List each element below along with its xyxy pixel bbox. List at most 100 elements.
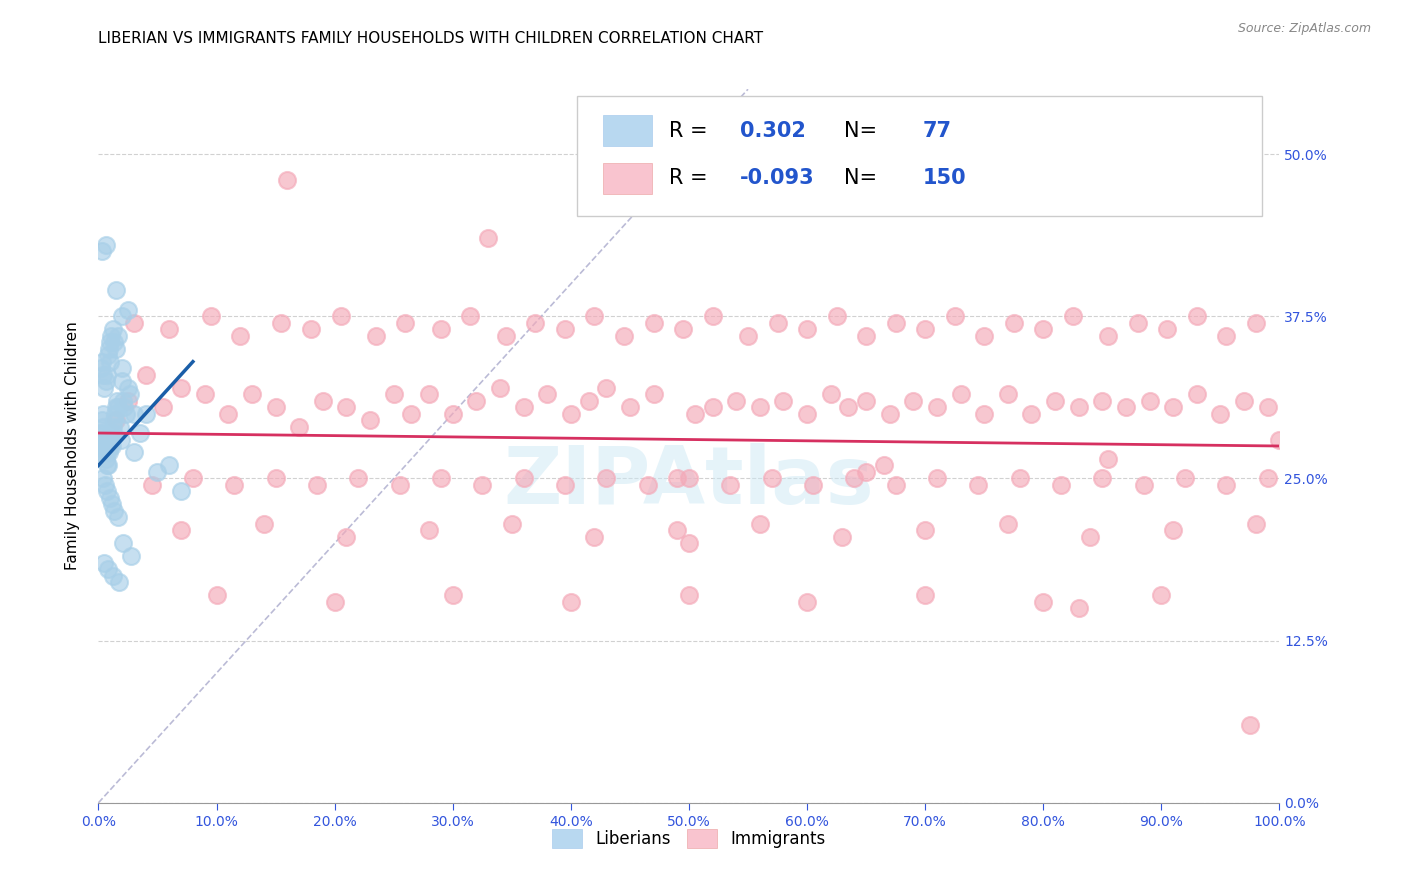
Point (772, 393, 794, 408)
Point (441, 407, 464, 421)
Point (101, 419, 124, 434)
Point (884, 478, 907, 492)
Point (103, 568, 125, 582)
Point (1239, 718, 1261, 732)
Point (418, 524, 440, 538)
Point (91, 413, 114, 427)
Point (925, 400, 948, 414)
Point (903, 393, 925, 408)
Point (495, 328, 517, 343)
Point (100, 433, 122, 447)
Point (855, 465, 877, 479)
Point (1032, 595, 1054, 609)
Point (382, 387, 405, 401)
Point (796, 322, 818, 336)
Point (796, 595, 818, 609)
Point (97, 458, 120, 473)
Point (97, 562, 120, 576)
Point (801, 478, 824, 492)
Point (98, 335, 121, 350)
Point (107, 510, 129, 524)
Point (91, 407, 114, 421)
FancyBboxPatch shape (603, 115, 652, 146)
Point (122, 407, 145, 421)
Point (1067, 400, 1090, 414)
Point (637, 478, 659, 492)
Point (1185, 387, 1208, 401)
Point (831, 530, 853, 544)
Point (170, 524, 193, 538)
Point (820, 387, 842, 401)
Point (111, 361, 134, 376)
Point (200, 310, 222, 324)
Point (90, 433, 112, 447)
Point (105, 393, 128, 408)
Point (501, 516, 523, 531)
Point (128, 425, 150, 440)
Point (471, 478, 494, 492)
Point (264, 400, 287, 414)
Point (111, 374, 134, 388)
Point (1244, 316, 1267, 330)
Point (725, 393, 748, 408)
Point (512, 471, 534, 485)
Point (335, 400, 357, 414)
Point (737, 328, 759, 343)
Point (135, 368, 157, 382)
Point (111, 310, 134, 324)
Point (288, 419, 311, 434)
Point (104, 407, 127, 421)
Point (98, 439, 121, 453)
Point (94, 238, 117, 252)
Text: 0.302: 0.302 (740, 120, 806, 141)
Point (270, 316, 292, 330)
Point (1268, 433, 1291, 447)
Point (170, 484, 193, 499)
Point (97, 439, 120, 453)
Point (94, 452, 117, 467)
Point (1032, 322, 1054, 336)
Point (666, 471, 689, 485)
Point (678, 536, 700, 550)
Point (323, 595, 346, 609)
Point (1150, 588, 1173, 602)
Point (943, 310, 966, 324)
Point (973, 328, 995, 343)
Point (98, 354, 121, 368)
Point (110, 433, 132, 447)
Point (224, 478, 246, 492)
Point (335, 530, 357, 544)
Point (141, 478, 163, 492)
Point (157, 458, 180, 473)
Point (194, 387, 217, 401)
Point (114, 407, 136, 421)
Point (1080, 530, 1102, 544)
Point (94, 439, 117, 453)
Point (157, 322, 180, 336)
Point (1097, 328, 1119, 343)
Point (1021, 407, 1043, 421)
Point (1139, 393, 1161, 408)
Point (121, 549, 143, 564)
Point (879, 407, 901, 421)
Point (613, 328, 636, 343)
Point (105, 342, 128, 356)
Point (460, 310, 482, 324)
Text: ZIPAtlas: ZIPAtlas (503, 442, 875, 521)
Point (253, 516, 276, 531)
Point (122, 445, 145, 459)
Point (103, 413, 125, 427)
Point (796, 407, 818, 421)
Point (105, 413, 128, 427)
Point (748, 516, 770, 531)
Point (98, 445, 121, 459)
Point (107, 328, 129, 343)
Point (1091, 393, 1114, 408)
Point (914, 524, 936, 538)
Point (117, 381, 139, 395)
Point (152, 400, 174, 414)
Point (103, 335, 125, 350)
Point (512, 400, 534, 414)
Point (276, 173, 298, 187)
Point (112, 393, 135, 408)
